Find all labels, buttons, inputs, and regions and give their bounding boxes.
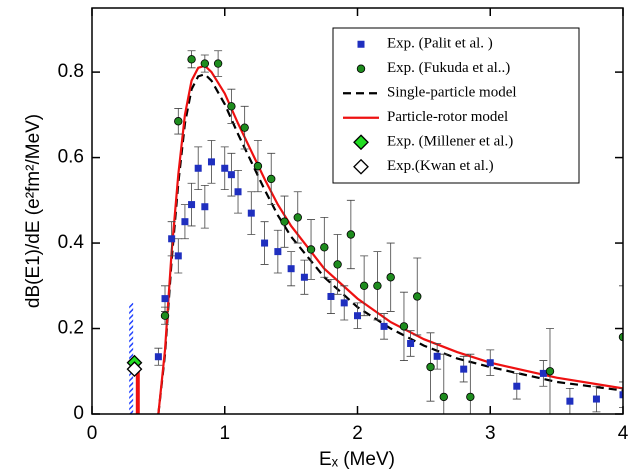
marker <box>333 260 342 269</box>
marker <box>200 59 210 68</box>
marker <box>253 161 263 171</box>
marker <box>513 382 521 390</box>
marker <box>287 265 295 273</box>
y-tick-label: 0.8 <box>58 61 84 82</box>
marker <box>340 299 348 307</box>
marker <box>201 203 209 211</box>
marker <box>592 395 600 403</box>
x-tick-label: 0 <box>87 423 98 444</box>
legend-marker <box>357 40 365 48</box>
legend-marker <box>353 158 369 175</box>
marker <box>545 367 555 376</box>
legend-marker <box>356 64 366 73</box>
line <box>157 72 623 414</box>
marker <box>227 171 235 179</box>
marker <box>221 164 229 172</box>
marker <box>566 397 574 405</box>
marker <box>267 174 276 184</box>
y-tick-label: 0.2 <box>58 318 84 339</box>
x-tick-label: 2 <box>352 423 363 444</box>
marker <box>280 217 289 226</box>
marker <box>399 322 409 331</box>
legend-label: Particle-rotor model <box>387 109 508 125</box>
x-tick-label: 3 <box>485 423 496 444</box>
marker <box>320 243 329 252</box>
marker <box>619 391 623 399</box>
legend-label: Single-particle model <box>387 85 517 101</box>
marker <box>207 158 215 166</box>
marker <box>413 292 422 301</box>
marker <box>380 322 388 330</box>
marker <box>174 117 183 126</box>
y-tick-label: 0 <box>73 403 84 424</box>
plot-area <box>126 50 623 414</box>
marker <box>274 248 282 256</box>
marker <box>354 312 361 320</box>
y-tick-label: 0.4 <box>58 232 85 253</box>
marker <box>181 218 189 226</box>
legend-box <box>332 27 580 184</box>
legend-marker <box>353 134 369 151</box>
marker <box>433 352 441 360</box>
marker <box>306 245 316 254</box>
marker <box>240 123 249 132</box>
marker <box>346 230 356 239</box>
marker <box>327 292 335 300</box>
x-tick-label: 1 <box>219 423 230 444</box>
marker <box>168 235 176 243</box>
marker <box>300 273 308 281</box>
legend-label: Exp. (Millener et al.) <box>387 134 513 150</box>
marker <box>486 359 494 367</box>
y-axis-label: dB(E1)/dE (e²fm²/MeV) <box>23 114 44 308</box>
marker <box>539 369 547 377</box>
marker <box>194 164 202 172</box>
marker <box>160 311 170 320</box>
marker <box>373 281 382 290</box>
marker <box>234 188 242 196</box>
marker <box>154 353 162 361</box>
marker <box>460 365 468 373</box>
legend-label: Exp. (Fukuda et al..) <box>387 60 510 76</box>
marker <box>187 55 196 64</box>
marker <box>426 362 435 372</box>
marker <box>439 392 448 402</box>
legend-label: Exp. (Palit et al. ) <box>387 36 493 52</box>
x-tick-label: 4 <box>618 423 629 444</box>
marker <box>618 332 623 342</box>
marker <box>293 213 302 222</box>
marker <box>227 102 236 111</box>
marker <box>174 252 182 260</box>
marker <box>161 295 169 303</box>
marker <box>213 59 223 68</box>
marker <box>261 239 269 247</box>
legend-label: Exp.(Kwan et al.) <box>387 158 494 174</box>
error-bar <box>619 381 623 408</box>
marker <box>126 361 143 378</box>
error-bar <box>619 285 623 389</box>
marker <box>359 281 369 290</box>
bar <box>135 371 140 414</box>
marker <box>466 392 475 402</box>
marker <box>386 273 395 282</box>
marker <box>188 201 196 209</box>
marker <box>247 209 255 217</box>
x-axis-label: Eₓ (MeV) <box>319 449 395 470</box>
marker <box>407 339 415 347</box>
y-tick-label: 0.6 <box>58 147 84 168</box>
